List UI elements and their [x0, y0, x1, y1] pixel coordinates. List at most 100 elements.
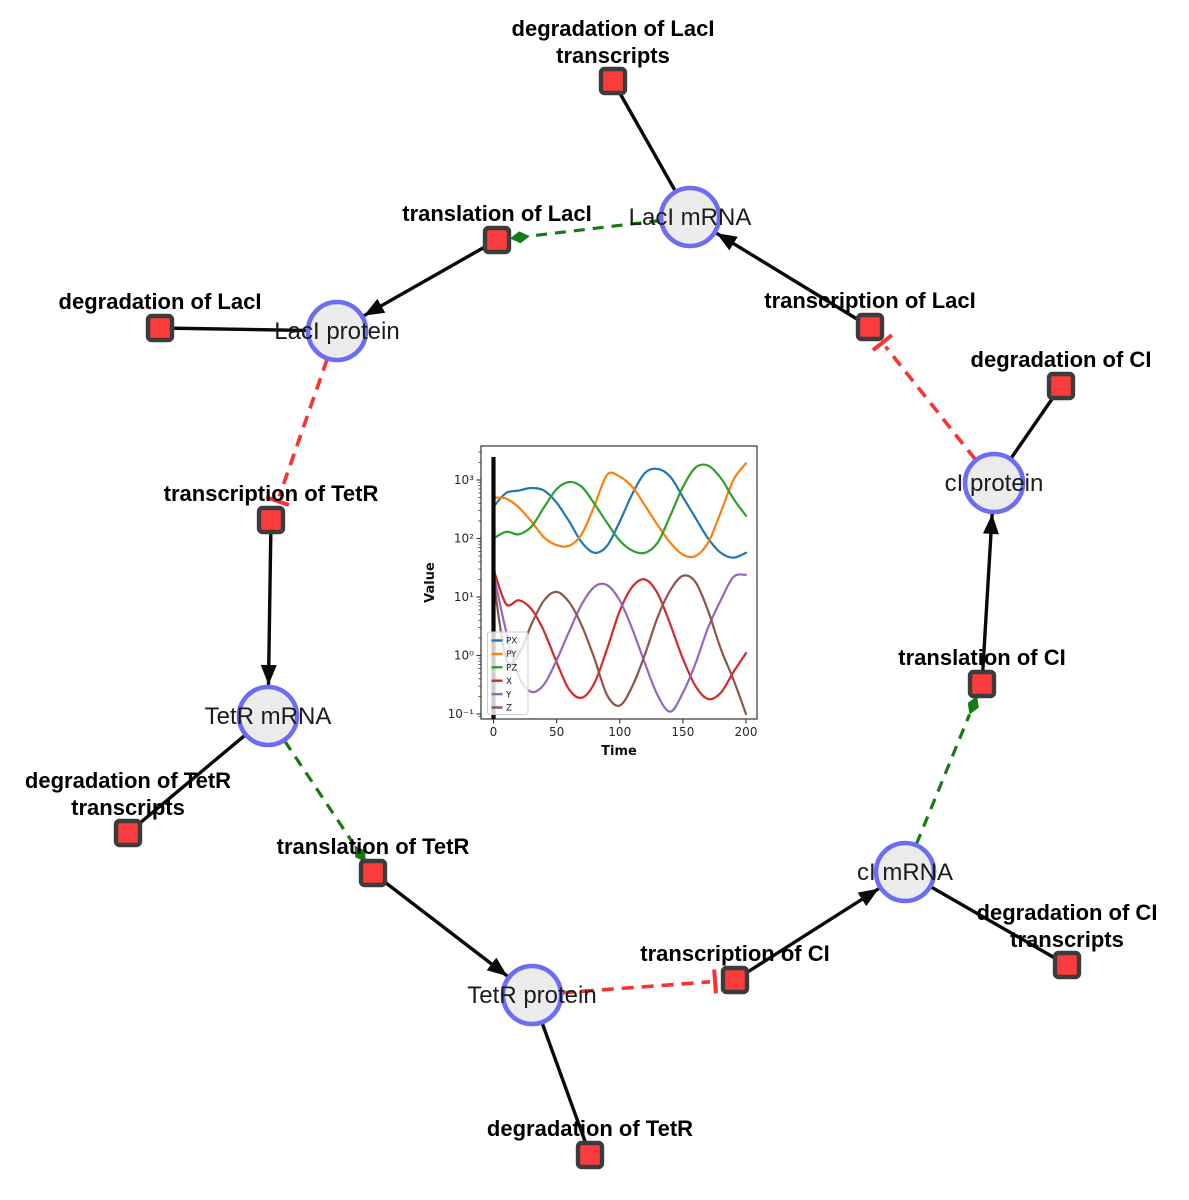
reaction-node-deg_tetr[interactable]: [575, 1140, 605, 1170]
species-label-laci_mrna: LacI mRNA: [629, 204, 752, 231]
species-label-laci_protein: LacI protein: [274, 318, 399, 345]
reaction-node-deg_ci[interactable]: [1046, 371, 1076, 401]
edge-production-tx_laci-laci_mrna: [715, 231, 871, 329]
edge-production-transl_tetr-tetr_protein-arrowhead-icon: [486, 957, 508, 977]
labels-layer: LacI mRNA LacI protein TetR mRNA TetR prote…: [25, 16, 1158, 1141]
species-node-laci_mrna[interactable]: [658, 185, 722, 249]
x-tick-label: 50: [549, 725, 564, 739]
edge-catalysis-tetr_mrna-transl_tetr-line: [283, 740, 356, 847]
species-node-tetr_protein[interactable]: [500, 963, 564, 1027]
species-node-laci_protein[interactable]: [305, 299, 369, 363]
x-tick-label: 0: [490, 725, 498, 739]
reaction-label-deg_ci_tx-line1: degradation of CI: [977, 900, 1158, 925]
legend-label-PZ: PZ: [506, 664, 517, 674]
species-node-ci_protein[interactable]: [962, 451, 1026, 515]
species-label-tetr_mrna: TetR mRNA: [205, 703, 332, 730]
y-tick-label: 10⁻¹: [448, 707, 475, 721]
edge-catalysis-tetr_mrna-transl_tetr: [283, 740, 366, 863]
edge-production-transl_laci-laci_protein-line: [363, 238, 498, 318]
legend-label-PX: PX: [506, 637, 517, 647]
edge-production-tx_tetr-tetr_mrna: [260, 519, 277, 686]
edge-production-tx_ci-ci_mrna: [734, 887, 880, 982]
timeseries-plot: 0 50 100 150 20010⁻¹10⁰10¹10²10³TimeValuePXP…: [423, 445, 758, 759]
reaction-label-tx_ci: transcription of CI: [640, 941, 829, 966]
axes-frame: [480, 445, 758, 720]
nodes-layer: [113, 66, 1082, 1170]
edge-production-transl_laci-laci_protein: [363, 238, 498, 318]
edge-production-transl_ci-ci_protein: [980, 513, 999, 685]
series-PZ: [492, 463, 748, 555]
x-tick-label: 100: [608, 725, 631, 739]
reaction-node-transl_laci[interactable]: [482, 225, 512, 255]
reaction-node-transl_ci[interactable]: [967, 669, 997, 699]
reaction-label-transl_tetr: translation of TetR: [277, 834, 470, 859]
edge-production-tx_ci-ci_mrna-arrowhead-icon: [857, 888, 879, 907]
edge-production-tx_tetr-tetr_mrna-line: [266, 519, 273, 686]
species-node-ci_mrna[interactable]: [873, 840, 937, 904]
edge-catalysis-laci_mrna-transl_laci: [509, 218, 661, 244]
reaction-node-deg_tetr_tx[interactable]: [113, 818, 143, 848]
reaction-node-tx_ci[interactable]: [720, 965, 750, 995]
reaction-node-transl_tetr[interactable]: [358, 858, 388, 888]
y-tick-label: 10³: [454, 473, 474, 487]
reaction-label-deg_laci_tx-line2: transcripts: [556, 43, 670, 68]
series-Y: [492, 572, 748, 713]
legend-label-X: X: [506, 677, 512, 687]
reaction-label-deg_tetr_tx-line2: transcripts: [71, 795, 185, 820]
reaction-label-deg_tetr_tx-line1: degradation of TetR: [25, 768, 231, 793]
legend-label-Y: Y: [505, 690, 512, 700]
species-label-ci_protein: cI protein: [945, 470, 1044, 497]
edge-inhibition-laci_protein-tx_tetr-tbar-icon: [265, 495, 290, 507]
reaction-node-tx_laci[interactable]: [855, 312, 885, 342]
reaction-node-deg_laci_tx[interactable]: [598, 66, 628, 96]
x-axis-title: Time: [601, 744, 637, 759]
species-node-tetr_mrna[interactable]: [236, 684, 300, 748]
reaction-node-tx_tetr[interactable]: [256, 505, 286, 535]
edge-production-tx_laci-laci_mrna-arrowhead-icon: [716, 233, 738, 251]
edge-production-tx_ci-ci_mrna-line: [734, 887, 880, 982]
edge-production-transl_ci-ci_protein-line: [980, 513, 994, 685]
reaction-node-deg_ci_tx[interactable]: [1052, 950, 1082, 980]
edge-inhibition-ci_protein-tx_laci-tbar-icon: [871, 333, 894, 352]
edge-inhibition-tetr_protein-tx_ci-tbar-icon: [712, 969, 718, 994]
y-axis-title: Value: [423, 562, 438, 603]
reaction-label-transl_laci: translation of LacI: [402, 201, 591, 226]
edge-catalysis-ci_mrna-transl_ci-line: [914, 713, 971, 845]
x-tick-label: 200: [735, 725, 758, 739]
edge-production-tx_tetr-tetr_mrna-arrowhead-icon: [260, 664, 277, 686]
series-X: [492, 568, 748, 701]
edge-production-transl_tetr-tetr_protein-line: [371, 871, 509, 978]
series-Z: [492, 574, 748, 716]
reaction-label-deg_ci_tx-line2: transcripts: [1010, 927, 1124, 952]
edge-inhibition-tetr_protein-tx_ci: [561, 969, 718, 995]
reaction-label-deg_laci_tx-line1: degradation of LacI: [512, 16, 715, 41]
edge-catalysis-laci_mrna-transl_laci-line: [529, 218, 661, 238]
series-PX: [492, 467, 748, 559]
series-curves: [492, 462, 748, 716]
chart-legend: PX PY PZ XYZ: [487, 631, 529, 715]
edge-inhibition-ci_protein-tx_laci: [871, 333, 977, 461]
legend-label-Z: Z: [506, 704, 512, 714]
reaction-label-deg_tetr: degradation of TetR: [487, 1116, 693, 1141]
legend-label-PY: PY: [506, 650, 517, 660]
edge-inhibition-tetr_protein-tx_ci-line: [561, 980, 711, 995]
x-tick-label: 150: [671, 725, 694, 739]
species-label-tetr_protein: TetR protein: [467, 982, 596, 1009]
edge-inhibition-laci_protein-tx_tetr: [265, 358, 329, 507]
timeseries-inset: 0 50 100 150 200 10⁻¹ 10⁰ 10¹ 10² 10³ Time Value PX P…: [420, 430, 775, 768]
y-tick-label: 10⁰: [454, 649, 474, 663]
reaction-label-deg_ci: degradation of CI: [971, 347, 1152, 372]
edge-inhibition-ci_protein-tx_laci-line: [884, 345, 977, 461]
species-label-ci_mrna: cI mRNA: [857, 859, 953, 886]
reaction-label-deg_laci: degradation of LacI: [59, 289, 262, 314]
reaction-node-deg_laci[interactable]: [145, 313, 175, 343]
edge-production-transl_tetr-tetr_protein: [371, 871, 509, 978]
edge-catalysis-ci_mrna-transl_ci-diamond-icon: [967, 696, 979, 715]
edge-catalysis-tetr_mrna-transl_tetr-diamond-icon: [354, 845, 366, 863]
reaction-label-tx_tetr: transcription of TetR: [164, 481, 379, 506]
edge-catalysis-ci_mrna-transl_ci: [914, 696, 979, 845]
series-PY: [492, 462, 748, 559]
axis-ticks: 0 50 100 150 200 10⁻¹ 10⁰ 10¹ 10² 10³: [448, 451, 758, 739]
